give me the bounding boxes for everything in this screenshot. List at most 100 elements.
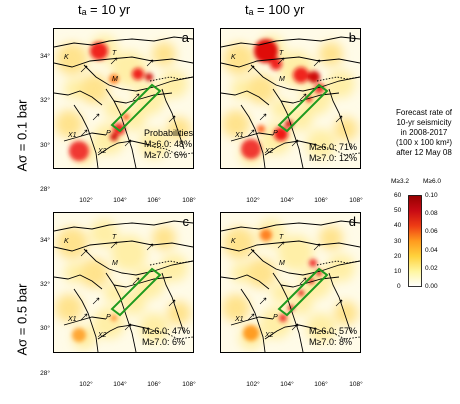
rate-blob — [167, 301, 191, 325]
fault-line — [240, 288, 266, 352]
seismicity-map-d: K T M X1 P X2 — [221, 219, 360, 352]
fault-line — [221, 90, 270, 106]
fault-line — [221, 274, 270, 290]
region-label-T: T — [279, 50, 284, 57]
colorbar-title: Forecast rate of 10-yr seismicity in 200… — [391, 108, 457, 158]
cbar-right-tick-0.08: 0.08 — [425, 210, 438, 217]
lon-tick-108-c: 108° — [182, 381, 196, 388]
rate-blob — [327, 70, 355, 98]
prob-m7-a: M≥7.0: 6% — [144, 150, 187, 160]
fault-line — [54, 90, 103, 106]
lat-tick-28-top: 28° — [40, 186, 50, 193]
rate-hotspot — [123, 114, 129, 120]
lat-tick-32-top: 32° — [40, 97, 50, 104]
rate-blob — [223, 43, 255, 75]
rate-blob — [122, 107, 146, 131]
region-label-P: P — [273, 130, 278, 137]
region-label-K: K — [64, 54, 69, 61]
rate-hotspot — [298, 290, 304, 296]
map-panel-c: K T M X1 P X2 c M≥6.0: 47% M≥7.0: 6% — [53, 212, 194, 353]
fault-line — [328, 272, 352, 334]
rate-hotspot — [90, 42, 108, 60]
lon-tick-106-a: 106° — [147, 197, 161, 204]
rate-hotspot — [111, 315, 117, 321]
panel-label-d: d — [348, 214, 356, 229]
rate-blob — [334, 301, 358, 325]
rate-blob — [56, 227, 88, 259]
lon-tick-108-d: 108° — [349, 381, 363, 388]
rate-blob — [133, 83, 165, 115]
fault-line — [54, 220, 193, 232]
lat-tick-30-bottom: 30° — [40, 325, 50, 332]
inferred-fault — [149, 260, 193, 266]
wenchuan-rupture-box — [277, 83, 329, 133]
prob-m7-b: M≥7.0: 12% — [309, 153, 357, 163]
region-label-M: M — [112, 76, 118, 83]
fault-line — [221, 36, 360, 48]
column-title-10yr: tₐ = 10 yr — [78, 2, 131, 17]
lon-tick-104-b: 104° — [280, 197, 294, 204]
lon-tick-108-a: 108° — [182, 197, 196, 204]
rate-hotspot — [257, 125, 265, 133]
fault-line — [54, 36, 193, 48]
panel-label-c: c — [182, 214, 190, 229]
colorbar-title-line-3: in 2008-2017 — [400, 128, 448, 137]
rate-hotspot — [243, 325, 259, 341]
rate-hotspot — [145, 73, 153, 81]
region-label-X2: X2 — [97, 332, 107, 339]
rate-blob — [300, 83, 332, 115]
probabilities-d: M≥6.0: 57% M≥7.0: 8% — [309, 326, 357, 348]
fault-line — [73, 288, 99, 352]
region-label-K: K — [231, 238, 236, 245]
column-title-100yr: tₐ = 100 yr — [245, 2, 305, 17]
rate-blob — [334, 117, 358, 141]
rate-blob — [79, 258, 109, 288]
rate-blob — [56, 43, 88, 75]
panel-label-b: b — [348, 30, 356, 45]
cbar-right-tick-0.10: 0.10 — [425, 192, 438, 199]
inferred-fault — [320, 330, 360, 340]
cbar-left-tick-40: 40 — [394, 222, 402, 229]
slip-arrow — [335, 115, 343, 123]
lat-tick-34-bottom: 34° — [40, 237, 50, 244]
fault-line — [250, 64, 360, 92]
wenchuan-rupture-box — [110, 267, 162, 317]
slip-arrow — [132, 277, 140, 285]
cbar-left-tick-0: 0 — [397, 283, 401, 290]
wenchuan-rupture-box — [277, 267, 329, 317]
colorbar-gradient — [408, 195, 422, 287]
region-label-X1: X1 — [234, 132, 244, 139]
prob-m6-c: M≥6.0: 47% — [142, 326, 190, 336]
prob-m6-d: M≥6.0: 57% — [309, 326, 357, 336]
slip-arrow — [291, 323, 299, 331]
rate-blob — [122, 291, 146, 315]
fault-line — [240, 104, 266, 168]
slip-arrow — [247, 129, 255, 137]
rate-hotspot — [274, 127, 288, 141]
inferred-fault — [320, 146, 360, 156]
rate-blob — [246, 258, 276, 288]
rate-blob — [231, 263, 251, 283]
slip-arrow — [110, 241, 118, 249]
fault-line — [83, 64, 193, 92]
fault-line — [63, 132, 107, 142]
rate-hotspot — [132, 68, 144, 80]
row-title-0.1bar: Aσ = 0.1 bar — [14, 99, 30, 172]
colorbar-title-line-4: (100 x 100 km²) — [395, 138, 453, 147]
rate-blob — [306, 313, 336, 343]
rate-blob — [271, 99, 291, 119]
high-rate-field — [243, 229, 322, 341]
map-panel-a: K T M X1 P X2 a Probabilities M≥6.0: 48% M≥7.… — [53, 28, 194, 169]
probabilities-b: M≥6.0: 71% M≥7.0: 12% — [309, 142, 357, 164]
slip-arrow — [335, 299, 343, 307]
lon-tick-106-d: 106° — [314, 381, 328, 388]
fault-line — [264, 324, 318, 340]
cbar-left-tick-20: 20 — [394, 253, 402, 260]
region-label-M: M — [279, 260, 285, 267]
slip-arrow — [299, 277, 307, 285]
inferred-fault — [316, 76, 360, 82]
slip-arrow — [132, 93, 140, 101]
fault-line — [161, 88, 185, 150]
seismicity-map-a: K T M X1 P X2 — [54, 35, 193, 168]
rate-blob — [222, 294, 250, 322]
